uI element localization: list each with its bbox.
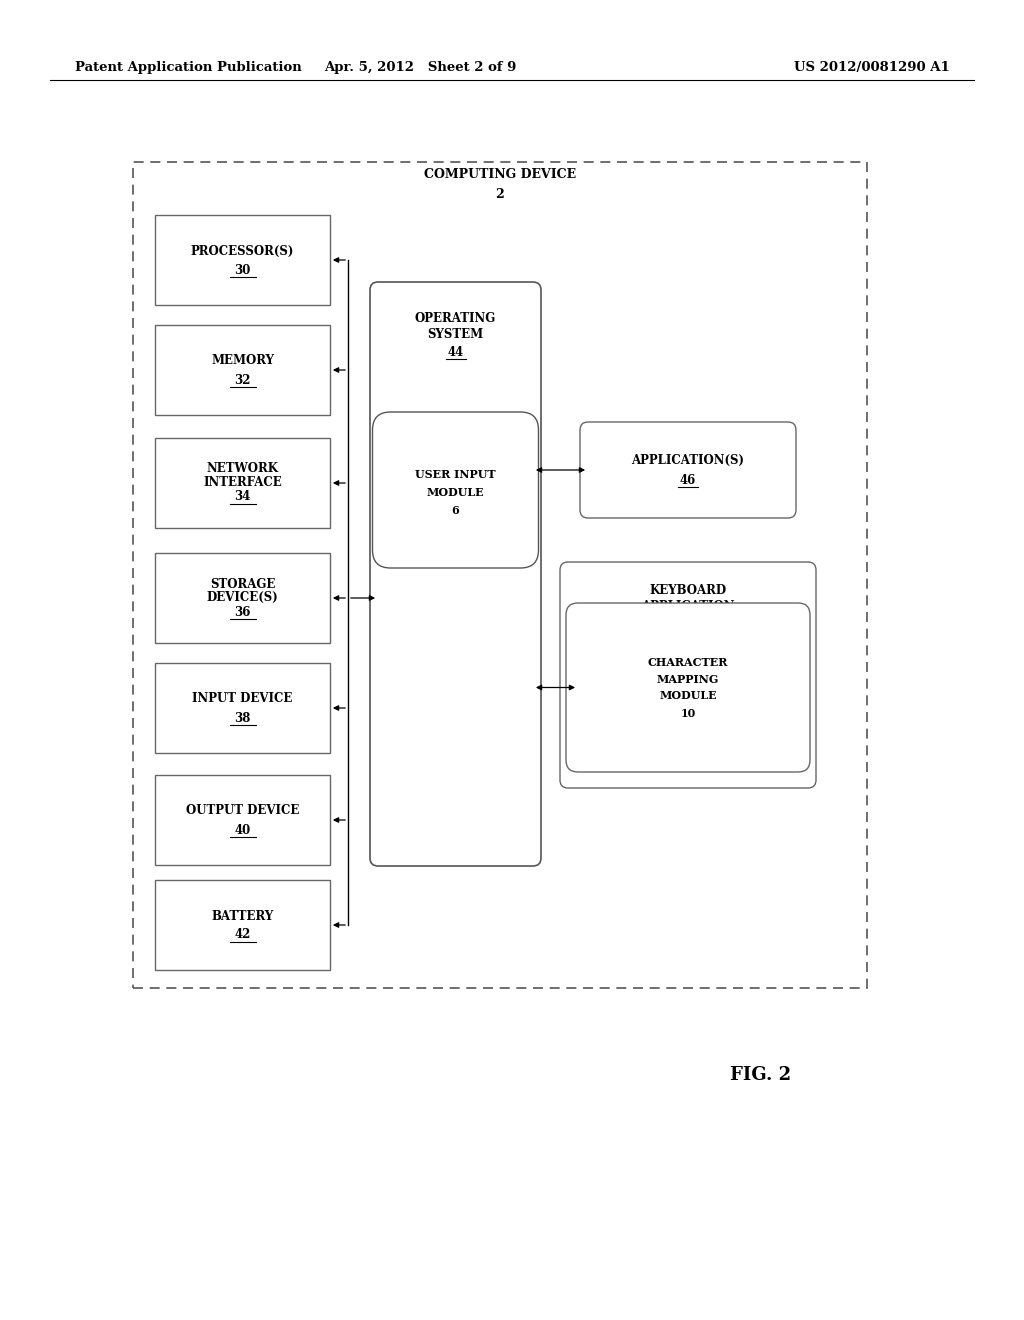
Text: MAPPING: MAPPING <box>656 675 719 685</box>
FancyBboxPatch shape <box>373 412 539 568</box>
FancyBboxPatch shape <box>560 562 816 788</box>
Text: 38: 38 <box>234 711 251 725</box>
Text: 6: 6 <box>452 504 460 516</box>
Text: 30: 30 <box>234 264 251 276</box>
Text: INPUT DEVICE: INPUT DEVICE <box>193 693 293 705</box>
FancyBboxPatch shape <box>370 282 541 866</box>
Text: 2: 2 <box>496 189 505 202</box>
Text: DEVICE(S): DEVICE(S) <box>207 590 279 603</box>
FancyBboxPatch shape <box>580 422 796 517</box>
FancyBboxPatch shape <box>155 325 330 414</box>
Text: MODULE: MODULE <box>427 487 484 498</box>
Text: CHARACTER: CHARACTER <box>648 657 728 668</box>
Text: 44: 44 <box>447 346 464 359</box>
FancyBboxPatch shape <box>155 215 330 305</box>
FancyBboxPatch shape <box>155 663 330 752</box>
FancyBboxPatch shape <box>566 603 810 772</box>
Text: MODULE: MODULE <box>659 690 717 701</box>
Text: MEMORY: MEMORY <box>211 355 274 367</box>
Text: STORAGE: STORAGE <box>210 578 275 590</box>
Text: APPLICATION: APPLICATION <box>641 601 735 614</box>
FancyBboxPatch shape <box>155 438 330 528</box>
Text: 34: 34 <box>234 491 251 503</box>
Text: PROCESSOR(S): PROCESSOR(S) <box>190 244 294 257</box>
Text: OPERATING: OPERATING <box>415 312 496 325</box>
FancyBboxPatch shape <box>133 162 867 987</box>
Text: Apr. 5, 2012   Sheet 2 of 9: Apr. 5, 2012 Sheet 2 of 9 <box>324 62 516 74</box>
Text: 40: 40 <box>234 824 251 837</box>
Text: COMPUTING DEVICE: COMPUTING DEVICE <box>424 169 577 181</box>
Text: OUTPUT DEVICE: OUTPUT DEVICE <box>185 804 299 817</box>
Text: 32: 32 <box>234 374 251 387</box>
Text: FIG. 2: FIG. 2 <box>730 1067 792 1084</box>
Text: INTERFACE: INTERFACE <box>203 475 282 488</box>
Text: Patent Application Publication: Patent Application Publication <box>75 62 302 74</box>
Text: US 2012/0081290 A1: US 2012/0081290 A1 <box>795 62 950 74</box>
FancyBboxPatch shape <box>155 553 330 643</box>
FancyBboxPatch shape <box>155 775 330 865</box>
Text: 46: 46 <box>680 474 696 487</box>
Text: 42: 42 <box>234 928 251 941</box>
Text: SYSTEM: SYSTEM <box>427 327 483 341</box>
Text: BATTERY: BATTERY <box>211 909 273 923</box>
Text: NETWORK: NETWORK <box>207 462 279 475</box>
Text: 36: 36 <box>234 606 251 619</box>
Text: USER INPUT: USER INPUT <box>415 470 496 480</box>
Text: APPLICATION(S): APPLICATION(S) <box>632 454 744 466</box>
Text: 10: 10 <box>680 708 695 719</box>
Text: 8: 8 <box>684 618 692 631</box>
Text: KEYBOARD: KEYBOARD <box>649 583 727 597</box>
FancyBboxPatch shape <box>155 880 330 970</box>
